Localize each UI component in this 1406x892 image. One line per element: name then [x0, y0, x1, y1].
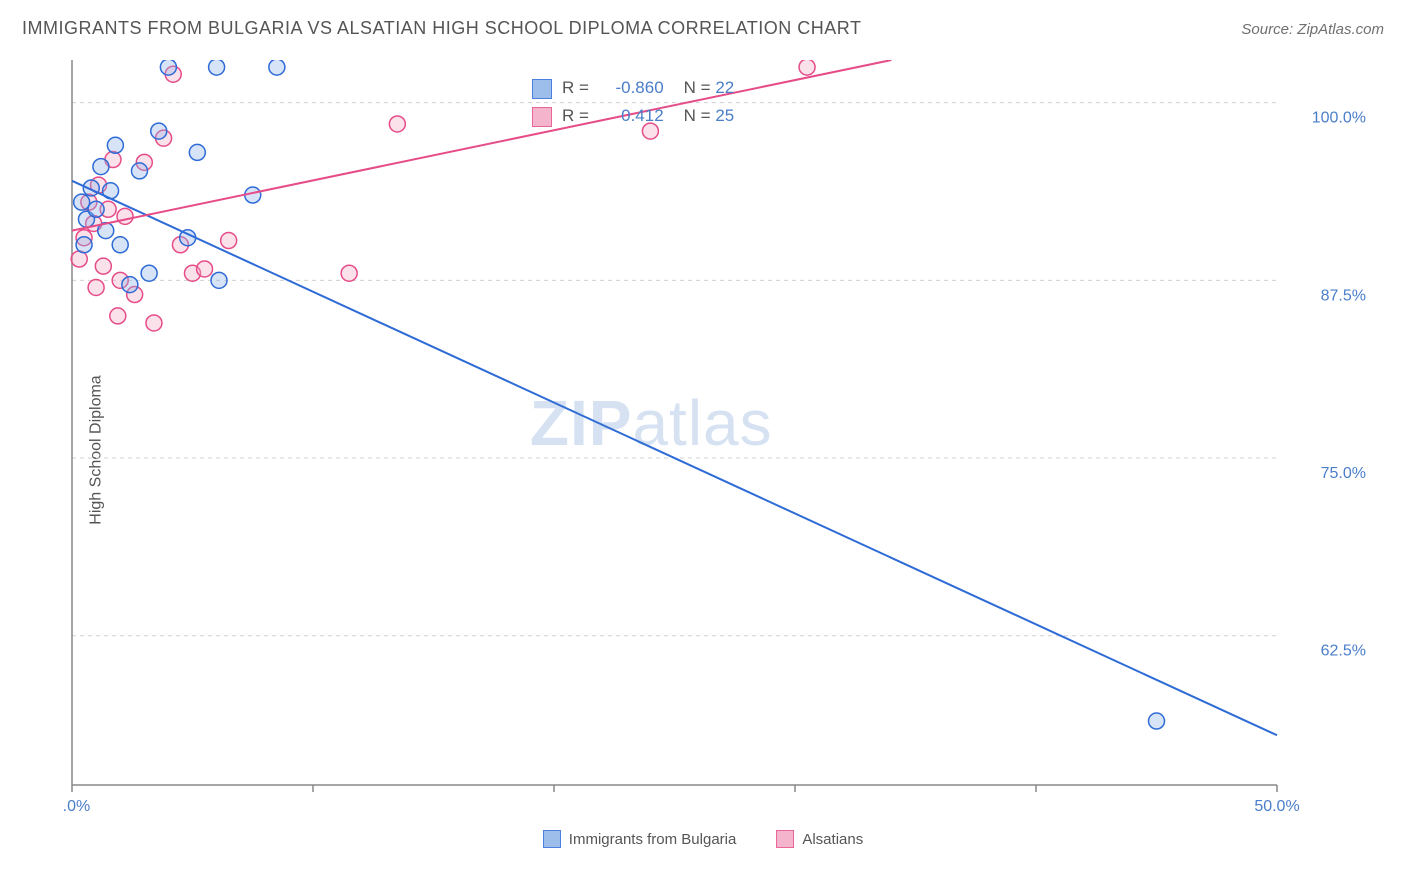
legend-swatch-icon — [543, 830, 561, 848]
scatter-point — [117, 208, 133, 224]
plot-area: 62.5%75.0%87.5%100.0%0.0%50.0% ZIPatlas … — [62, 60, 1372, 820]
x-tick-label: 0.0% — [62, 798, 90, 815]
stat-n-label: N = — [684, 78, 716, 97]
stat-row: R = 0.412 N = 25 — [532, 106, 734, 134]
stat-n-label: N = — [684, 106, 716, 125]
bottom-legend: Immigrants from Bulgaria Alsatians — [22, 830, 1384, 848]
stat-r-value: -0.860 — [594, 78, 664, 98]
legend-label: Alsatians — [802, 831, 863, 848]
y-tick-label: 100.0% — [1312, 110, 1366, 127]
legend-label: Immigrants from Bulgaria — [569, 831, 737, 848]
scatter-point — [269, 60, 285, 75]
stat-n-value: 25 — [715, 106, 734, 125]
scatter-point — [221, 233, 237, 249]
scatter-point — [88, 279, 104, 295]
scatter-point — [88, 201, 104, 217]
scatter-point — [110, 308, 126, 324]
chart-header: IMMIGRANTS FROM BULGARIA VS ALSATIAN HIG… — [22, 18, 1384, 39]
chart-source: Source: ZipAtlas.com — [1241, 21, 1384, 38]
scatter-point — [389, 116, 405, 132]
scatter-point — [107, 137, 123, 153]
scatter-point — [93, 159, 109, 175]
scatter-point — [74, 194, 90, 210]
stat-row: R = -0.860 N = 22 — [532, 78, 734, 106]
y-tick-label: 75.0% — [1321, 465, 1366, 482]
legend-item: Immigrants from Bulgaria — [543, 830, 737, 848]
stat-r-value: 0.412 — [594, 106, 664, 126]
source-name: ZipAtlas.com — [1297, 21, 1384, 38]
y-tick-label: 87.5% — [1321, 287, 1366, 304]
scatter-point — [189, 144, 205, 160]
source-label: Source: — [1241, 21, 1297, 38]
scatter-point — [209, 60, 225, 75]
x-tick-label: 50.0% — [1254, 798, 1299, 815]
scatter-point — [146, 315, 162, 331]
scatter-point — [197, 261, 213, 277]
scatter-point — [151, 123, 167, 139]
scatter-point — [799, 60, 815, 75]
correlation-stats-box: R = -0.860 N = 22 R = 0.412 N = 25 — [532, 78, 734, 134]
stat-r-label: R = — [562, 78, 594, 97]
stat-r-label: R = — [562, 106, 594, 125]
stat-swatch-icon — [532, 107, 552, 127]
scatter-point — [341, 265, 357, 281]
scatter-point — [76, 237, 92, 253]
scatter-plot-svg: 62.5% 75.0% 87.5% 100.0% 0.0% 50.0% — [62, 60, 1372, 820]
chart-container: High School Diploma 62.5%75.0%87.5%100.0… — [22, 50, 1384, 850]
legend-swatch-icon — [776, 830, 794, 848]
stat-swatch-icon — [532, 79, 552, 99]
scatter-point — [112, 237, 128, 253]
stat-n-value: 22 — [715, 78, 734, 97]
scatter-point — [95, 258, 111, 274]
legend-item: Alsatians — [776, 830, 863, 848]
scatter-point — [141, 265, 157, 281]
y-tick-label: 62.5% — [1321, 643, 1366, 660]
chart-title: IMMIGRANTS FROM BULGARIA VS ALSATIAN HIG… — [22, 18, 861, 39]
scatter-point — [122, 277, 138, 293]
scatter-point — [1149, 713, 1165, 729]
scatter-point — [131, 163, 147, 179]
scatter-point — [160, 60, 176, 75]
scatter-point — [211, 272, 227, 288]
